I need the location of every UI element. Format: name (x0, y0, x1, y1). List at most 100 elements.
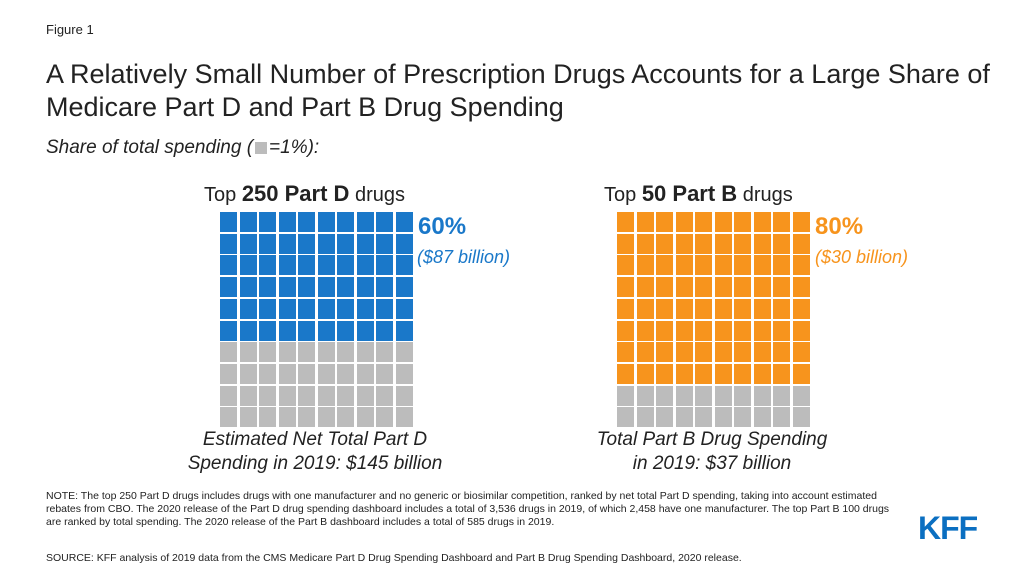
waffle-cell-filled (714, 277, 732, 298)
waffle-cell-filled (695, 233, 712, 254)
waffle-cell-filled (773, 342, 790, 363)
waffle-cell-filled (773, 363, 790, 384)
waffle-cell-filled (792, 212, 810, 232)
waffle-cell-remainder (395, 385, 413, 406)
waffle-cell-filled (753, 320, 771, 341)
waffle-cell-filled (617, 255, 634, 276)
waffle-cell-filled (317, 233, 335, 254)
waffle-cell-filled (278, 233, 296, 254)
waffle-cell-filled (617, 363, 634, 384)
waffle-cell-filled (714, 255, 732, 276)
waffle-cell-remainder (337, 407, 354, 428)
waffle-cell-remainder (298, 385, 315, 406)
waffle-cell-filled (376, 320, 393, 341)
waffle-cell-filled (239, 212, 257, 232)
part-d-heading-prefix: Top (204, 184, 242, 206)
waffle-cell-filled (675, 233, 693, 254)
part-d-percent-label: 60% (418, 213, 467, 240)
waffle-cell-filled (773, 212, 790, 232)
waffle-cell-filled (376, 255, 393, 276)
waffle-cell-filled (220, 255, 237, 276)
waffle-cell-filled (734, 255, 751, 276)
part-b-caption-line-2: in 2019: $37 billion (632, 453, 792, 474)
waffle-cell-filled (298, 298, 315, 319)
waffle-cell-filled (259, 298, 276, 319)
waffle-cell-filled (376, 298, 393, 319)
waffle-cell-filled (239, 233, 257, 254)
waffle-cell-filled (298, 320, 315, 341)
part-b-caption-line-1: Total Part B Drug Spending (596, 429, 828, 450)
chart-subtitle: Share of total spending ( =1%): (46, 137, 319, 159)
waffle-cell-filled (734, 342, 751, 363)
waffle-cell-filled (278, 255, 296, 276)
waffle-cell-filled (337, 255, 354, 276)
waffle-cell-filled (356, 298, 374, 319)
waffle-cell-remainder (773, 385, 790, 406)
waffle-cell-filled (773, 298, 790, 319)
waffle-cell-filled (675, 212, 693, 232)
waffle-cell-filled (734, 320, 751, 341)
part-d-caption-line-1: Estimated Net Total Part D (202, 429, 428, 450)
waffle-cell-filled (714, 298, 732, 319)
waffle-cell-filled (792, 363, 810, 384)
waffle-cell-filled (656, 298, 673, 319)
waffle-cell-remainder (656, 407, 673, 428)
waffle-cell-filled (317, 255, 335, 276)
waffle-cell-filled (636, 212, 654, 232)
waffle-cell-filled (753, 255, 771, 276)
waffle-cell-remainder (792, 407, 810, 428)
part-b-heading: Top 50 Part B drugs (604, 181, 793, 207)
waffle-cell-filled (695, 277, 712, 298)
waffle-cell-remainder (259, 385, 276, 406)
waffle-cell-remainder (656, 385, 673, 406)
waffle-cell-remainder (298, 363, 315, 384)
waffle-cell-filled (220, 212, 237, 232)
part-b-heading-bold: 50 Part B (641, 181, 738, 206)
subtitle-prefix: Share of total spending ( (46, 137, 254, 158)
waffle-cell-filled (675, 320, 693, 341)
waffle-cell-filled (220, 320, 237, 341)
waffle-cell-filled (259, 212, 276, 232)
waffle-cell-remainder (239, 407, 257, 428)
waffle-cell-filled (220, 298, 237, 319)
waffle-cell-filled (395, 298, 413, 319)
waffle-cell-remainder (356, 385, 374, 406)
waffle-cell-remainder (278, 342, 296, 363)
waffle-cell-filled (656, 212, 673, 232)
part-d-heading: Top 250 Part D drugs (204, 181, 405, 207)
waffle-cell-filled (356, 255, 374, 276)
waffle-cell-filled (239, 298, 257, 319)
waffle-cell-remainder (356, 407, 374, 428)
waffle-cell-remainder (317, 407, 335, 428)
waffle-cell-filled (356, 233, 374, 254)
waffle-cell-filled (395, 233, 413, 254)
waffle-cell-remainder (395, 407, 413, 428)
footnote: NOTE: The top 250 Part D drugs includes … (46, 490, 890, 528)
waffle-cell-filled (734, 277, 751, 298)
waffle-cell-filled (675, 277, 693, 298)
part-b-caption: Total Part B Drug Spending in 2019: $37 … (552, 428, 872, 476)
waffle-cell-filled (395, 212, 413, 232)
waffle-cell-filled (792, 320, 810, 341)
waffle-cell-filled (636, 277, 654, 298)
waffle-cell-filled (695, 212, 712, 232)
waffle-cell-filled (617, 277, 634, 298)
waffle-cell-remainder (714, 385, 732, 406)
part-b-amount-label: ($30 billion) (815, 247, 909, 267)
waffle-cell-remainder (695, 385, 712, 406)
waffle-cell-filled (259, 320, 276, 341)
waffle-cell-filled (656, 342, 673, 363)
waffle-cell-filled (792, 342, 810, 363)
waffle-cell-filled (617, 298, 634, 319)
waffle-cell-remainder (337, 363, 354, 384)
waffle-cell-filled (395, 255, 413, 276)
waffle-cell-filled (753, 233, 771, 254)
waffle-cell-remainder (395, 342, 413, 363)
waffle-cell-filled (792, 255, 810, 276)
waffle-cell-remainder (239, 363, 257, 384)
waffle-cell-filled (278, 298, 296, 319)
subtitle-suffix: =1%): (269, 137, 320, 158)
waffle-cell-filled (395, 277, 413, 298)
waffle-cell-filled (376, 233, 393, 254)
waffle-cell-filled (617, 212, 634, 232)
